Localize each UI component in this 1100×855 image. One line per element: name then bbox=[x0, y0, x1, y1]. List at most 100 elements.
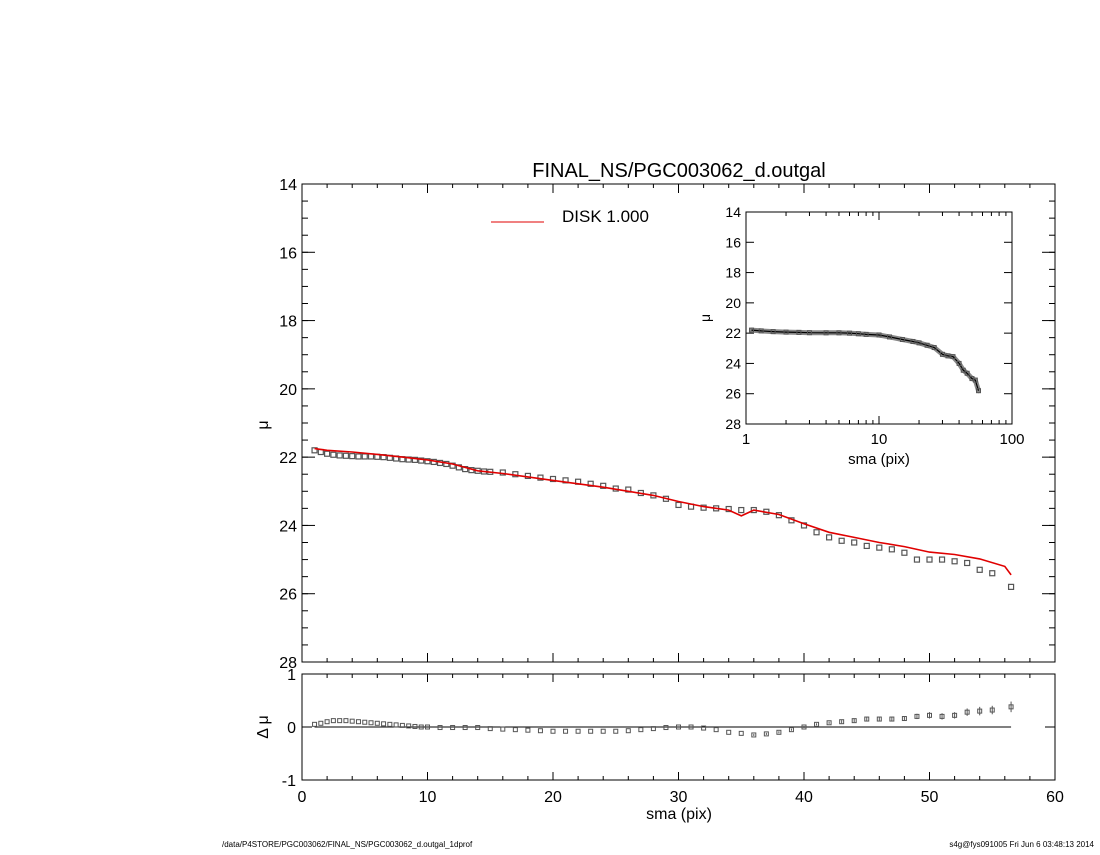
residual-x-tick-label: 50 bbox=[921, 789, 939, 806]
residual-axis-ticks: 0 10 20 30 40 50 60-101 bbox=[282, 667, 1064, 806]
residual-point bbox=[738, 730, 744, 736]
residual-point bbox=[650, 726, 656, 732]
inset-data-marks bbox=[749, 327, 982, 394]
residual-x-tick-label: 40 bbox=[795, 789, 813, 806]
data-point bbox=[863, 542, 870, 550]
residual-point bbox=[638, 727, 644, 733]
residual-point bbox=[776, 729, 782, 735]
residual-data-marks bbox=[312, 701, 1014, 738]
data-point bbox=[411, 456, 419, 463]
inset-y-axis-label: μ bbox=[697, 314, 713, 322]
residual-point bbox=[889, 716, 895, 722]
data-point bbox=[926, 556, 933, 563]
residual-point bbox=[500, 726, 506, 732]
inset-x-tick-label: 1 bbox=[742, 431, 750, 448]
inset-data-point bbox=[931, 345, 937, 351]
main-y-tick-label: 20 bbox=[279, 382, 297, 399]
data-point bbox=[330, 451, 337, 458]
inset-x-axis-label: sma (pix) bbox=[848, 451, 910, 468]
inset-y-tick-label: 22 bbox=[725, 325, 741, 341]
inset-data-point bbox=[783, 329, 789, 335]
data-point bbox=[976, 566, 983, 573]
main-y-tick-label: 28 bbox=[279, 655, 297, 672]
data-point bbox=[951, 558, 958, 565]
residual-point bbox=[864, 716, 870, 722]
inset-data-point bbox=[916, 340, 922, 346]
residual-x-tick-label: 0 bbox=[298, 789, 307, 806]
residual-point bbox=[437, 725, 443, 731]
data-point bbox=[989, 570, 996, 577]
inset-data-point bbox=[964, 370, 970, 376]
inset-y-tick-label: 18 bbox=[725, 265, 741, 281]
residual-point bbox=[425, 724, 430, 730]
residual-y-tick-label: -1 bbox=[282, 773, 296, 790]
inset-data-point bbox=[770, 329, 776, 335]
residual-point bbox=[600, 728, 606, 734]
inset-data-point bbox=[749, 327, 755, 333]
residual-point bbox=[374, 720, 380, 726]
chart-title: FINAL_NS/PGC003062_d.outgal bbox=[532, 160, 826, 182]
residual-point bbox=[964, 709, 970, 715]
data-point bbox=[424, 458, 431, 465]
residual-point bbox=[952, 712, 958, 718]
residual-point bbox=[462, 725, 468, 731]
residual-point bbox=[851, 718, 857, 724]
residual-point bbox=[726, 729, 732, 735]
residual-point bbox=[876, 716, 882, 722]
data-point bbox=[738, 506, 745, 514]
main-y-tick-label: 24 bbox=[279, 518, 297, 535]
residual-point bbox=[788, 727, 794, 733]
inset-panel: 1 10 100 14 16 18 20 22 24 26 28 μ sma (pix) bbox=[697, 204, 1025, 468]
residual-point bbox=[537, 728, 543, 734]
residual-point bbox=[487, 726, 493, 732]
residual-point bbox=[701, 725, 707, 731]
residual-point bbox=[588, 728, 594, 734]
residual-point bbox=[814, 721, 820, 727]
residual-point bbox=[575, 728, 581, 734]
data-point bbox=[1007, 583, 1015, 590]
residual-point bbox=[927, 712, 932, 718]
main-axis-ticks: 14 16 18 20 22 24 26 28 bbox=[279, 177, 1056, 672]
main-data-marks bbox=[311, 447, 1015, 590]
main-y-tick-label: 14 bbox=[279, 177, 297, 194]
residual-point bbox=[839, 719, 845, 725]
inset-plot-frame bbox=[745, 211, 1013, 425]
residual-point bbox=[713, 727, 719, 733]
inset-axis-ticks: 1 10 100 14 16 18 20 22 24 26 28 bbox=[725, 204, 1024, 448]
residual-x-tick-label: 60 bbox=[1046, 789, 1064, 806]
residual-point bbox=[393, 722, 399, 728]
residual-point bbox=[418, 724, 424, 730]
inset-data-point bbox=[972, 377, 978, 383]
disk-model-line bbox=[314, 447, 1012, 576]
main-panel: 14 16 18 20 22 24 26 28 μ DISK 1.000 bbox=[255, 177, 1056, 672]
inset-data-point bbox=[758, 328, 764, 334]
data-point bbox=[324, 450, 331, 457]
residual-point bbox=[475, 725, 481, 731]
inset-x-tick-label: 10 bbox=[871, 431, 888, 448]
data-point bbox=[876, 544, 883, 551]
residual-point bbox=[751, 732, 757, 738]
inset-data-point bbox=[899, 337, 905, 343]
residual-point bbox=[368, 720, 374, 726]
inset-y-tick-label: 24 bbox=[725, 355, 741, 371]
residual-point bbox=[1008, 704, 1014, 710]
data-point bbox=[549, 475, 557, 483]
inset-y-tick-label: 14 bbox=[725, 204, 741, 220]
inset-data-point bbox=[876, 332, 882, 338]
residual-point bbox=[525, 727, 531, 733]
residual-point bbox=[989, 707, 995, 713]
residual-point bbox=[625, 728, 631, 734]
inset-data-point bbox=[960, 367, 966, 373]
legend-label: DISK 1.000 bbox=[562, 207, 649, 226]
residual-point bbox=[826, 720, 832, 726]
residual-point bbox=[337, 718, 343, 724]
residual-y-tick-label: 1 bbox=[287, 667, 296, 684]
inset-data-point bbox=[796, 329, 802, 335]
inset-x-tick-label: 100 bbox=[999, 431, 1024, 448]
residual-point bbox=[387, 721, 393, 727]
residual-point bbox=[688, 724, 694, 730]
data-point bbox=[342, 452, 350, 459]
residual-point bbox=[381, 721, 387, 727]
residual-y-axis-label: Δ μ bbox=[255, 715, 272, 738]
